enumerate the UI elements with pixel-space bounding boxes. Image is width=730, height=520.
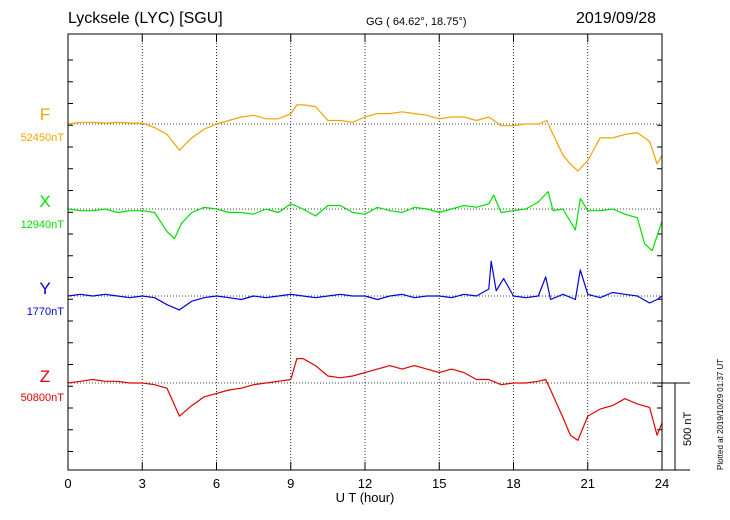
x-tick-label: 3 xyxy=(139,476,146,491)
series-baseline-z: 50800nT xyxy=(21,392,65,404)
series-name-z: Z xyxy=(40,367,50,386)
date-label: 2019/09/28 xyxy=(576,10,657,27)
x-tick-label: 15 xyxy=(432,476,446,491)
scale-bar: 500 nT xyxy=(652,382,694,471)
plotted-at-note: Plotted at 2019/10/29 01:37 UT xyxy=(716,358,725,470)
series-baseline-x: 12940nT xyxy=(21,219,65,231)
geographic-coords: GG ( 64.62°, 18.75°) xyxy=(366,16,467,28)
x-tick-label: 21 xyxy=(581,476,595,491)
x-tick-label: 0 xyxy=(64,476,71,491)
series-baseline-y: 1770nT xyxy=(27,306,65,318)
series-labels: F 52450nT X 12940nT Y 1770nT Z 50800nT xyxy=(21,105,65,404)
plot-frame xyxy=(67,33,663,471)
x-tick-label: 12 xyxy=(358,476,372,491)
series-name-x: X xyxy=(39,192,50,211)
series-line-f xyxy=(67,104,663,172)
series-lines xyxy=(67,104,663,441)
series-line-y xyxy=(67,260,663,311)
plot-grid xyxy=(68,34,662,470)
x-tick-label: 24 xyxy=(655,476,669,491)
series-name-f: F xyxy=(40,105,50,124)
x-tick-label: 9 xyxy=(287,476,294,491)
x-tick-label: 6 xyxy=(213,476,220,491)
series-line-x xyxy=(67,191,663,252)
series-baseline-f: 52450nT xyxy=(21,132,65,144)
scale-bar-label: 500 nT xyxy=(682,411,694,446)
series-line-z xyxy=(67,358,663,441)
x-axis-label: U T (hour) xyxy=(336,490,395,505)
station-title: Lycksele (LYC) [SGU] xyxy=(68,10,223,27)
x-ticks: 0 3 6 9 12 15 18 21 24 xyxy=(64,34,669,491)
series-name-y: Y xyxy=(39,279,50,298)
x-tick-label: 18 xyxy=(506,476,520,491)
